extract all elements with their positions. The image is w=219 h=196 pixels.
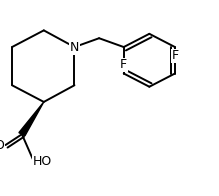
Text: HO: HO: [33, 155, 52, 168]
Text: F: F: [120, 58, 127, 71]
Text: O: O: [0, 139, 4, 152]
Text: N: N: [70, 41, 79, 54]
Polygon shape: [19, 102, 44, 136]
Text: F: F: [171, 49, 178, 62]
